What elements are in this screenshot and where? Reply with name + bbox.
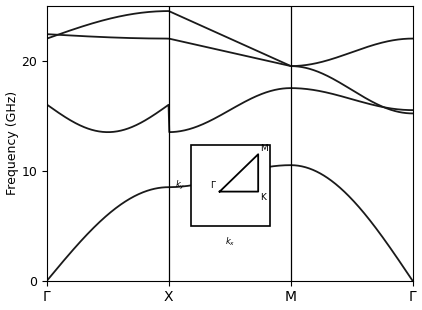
Text: K: K <box>260 193 266 202</box>
Text: M: M <box>260 144 268 153</box>
Text: $k_y$: $k_y$ <box>175 179 185 192</box>
Bar <box>191 144 270 226</box>
Text: $k_x$: $k_x$ <box>225 235 236 248</box>
Y-axis label: Frequency (GHz): Frequency (GHz) <box>5 91 19 195</box>
Text: $\Gamma$: $\Gamma$ <box>210 179 216 190</box>
